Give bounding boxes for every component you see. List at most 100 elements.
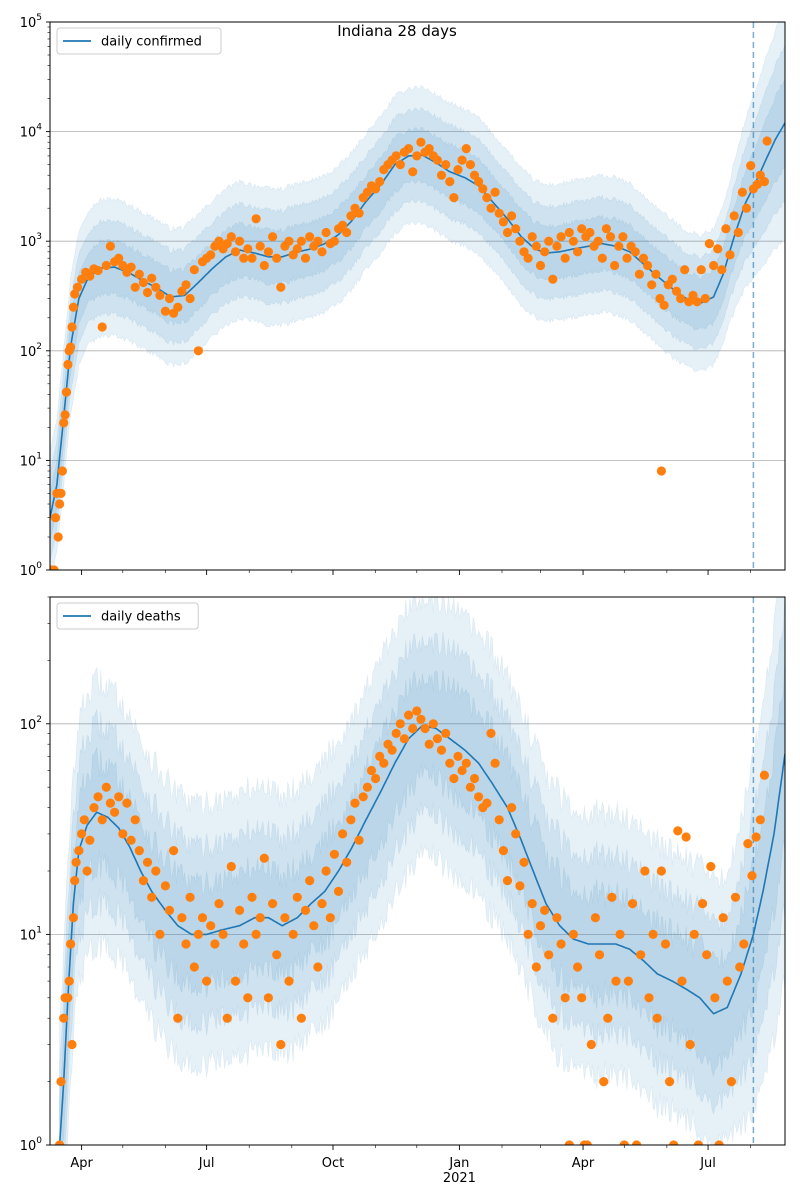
data-point [68, 302, 78, 312]
data-point [259, 853, 269, 863]
data-point [594, 950, 605, 960]
data-point [77, 829, 87, 839]
data-point [445, 177, 455, 187]
legend-label: daily confirmed [101, 35, 202, 50]
x-tick-label: Jul [699, 1156, 716, 1171]
data-point [206, 921, 216, 931]
data-point [292, 244, 302, 254]
data-point [259, 260, 269, 271]
data-point [181, 939, 191, 949]
data-point [255, 913, 265, 923]
y-tick-exponent: 1 [36, 925, 42, 935]
data-point [210, 939, 220, 949]
data-point [89, 803, 99, 813]
data-point [560, 253, 570, 263]
data-point [362, 782, 372, 792]
data-point [671, 286, 682, 296]
data-point [698, 899, 708, 909]
data-point [126, 835, 136, 845]
data-point [573, 962, 583, 972]
data-point [597, 253, 607, 263]
data-point [696, 265, 706, 275]
data-point [634, 269, 645, 279]
y-tick-base: 10 [20, 345, 37, 360]
data-point [544, 950, 554, 960]
data-point [730, 892, 741, 902]
data-point [507, 211, 517, 221]
data-point [50, 565, 59, 570]
data-point [535, 260, 546, 271]
data-point [556, 939, 566, 949]
data-point [725, 250, 735, 260]
data-point [607, 892, 617, 902]
data-point [239, 939, 249, 949]
data-point [338, 220, 348, 230]
data-point [615, 929, 625, 940]
data-point [214, 236, 224, 246]
data-point [138, 277, 148, 288]
data-point [560, 993, 570, 1003]
data-point [371, 773, 381, 784]
y-tick-label: 102 [20, 715, 42, 733]
data-point [611, 976, 621, 986]
uncertainty-band [50, 44, 785, 563]
data-point [251, 214, 261, 224]
data-point [63, 993, 73, 1003]
data-point [272, 253, 282, 263]
y-tick-exponent: 2 [36, 715, 42, 725]
data-point [147, 892, 157, 902]
y-tick-exponent: 2 [36, 342, 42, 352]
data-point [276, 1039, 286, 1050]
x-tick-label: Apr [70, 1156, 93, 1171]
data-point [202, 976, 212, 986]
data-point [226, 861, 236, 872]
data-point [263, 247, 273, 257]
data-point [494, 815, 504, 825]
data-point [729, 211, 739, 221]
data-point [305, 232, 315, 242]
data-point [59, 1013, 69, 1023]
data-point [313, 962, 323, 972]
y-tick-exponent: 5 [36, 13, 42, 23]
figure-title: Indiana 28 days [337, 22, 457, 40]
data-point [114, 792, 124, 802]
legend-label: daily deaths [101, 610, 181, 625]
data-point [371, 184, 381, 194]
uncertainty-bands [50, 22, 785, 570]
data-point [309, 921, 319, 931]
data-point [652, 1013, 662, 1023]
data-point [387, 745, 397, 755]
data-point [689, 929, 699, 940]
data-point [118, 829, 128, 839]
data-point [222, 239, 232, 249]
data-point [445, 758, 455, 768]
y-tick-label: 100 [20, 561, 43, 579]
data-point [614, 241, 624, 251]
y-tick-exponent: 0 [36, 1136, 42, 1146]
data-point [577, 224, 587, 234]
data-point [515, 236, 525, 246]
data-point [702, 950, 712, 960]
data-point [185, 293, 195, 304]
data-point [300, 905, 311, 916]
data-point [272, 950, 282, 960]
data-point [593, 236, 603, 246]
data-point [651, 269, 661, 279]
data-point [222, 1013, 232, 1023]
y-tick-exponent: 4 [36, 123, 42, 133]
data-point [57, 466, 67, 476]
data-point [408, 167, 418, 177]
axes-frame [49, 21, 786, 571]
data-point [638, 253, 649, 263]
data-point [317, 247, 327, 257]
data-point [519, 857, 529, 867]
data-point [507, 803, 517, 813]
legend: daily confirmed [56, 27, 222, 55]
data-point [255, 241, 265, 251]
data-point [449, 773, 459, 784]
data-point [643, 260, 653, 271]
data-point [453, 751, 463, 762]
y-tick-base: 10 [20, 126, 37, 141]
